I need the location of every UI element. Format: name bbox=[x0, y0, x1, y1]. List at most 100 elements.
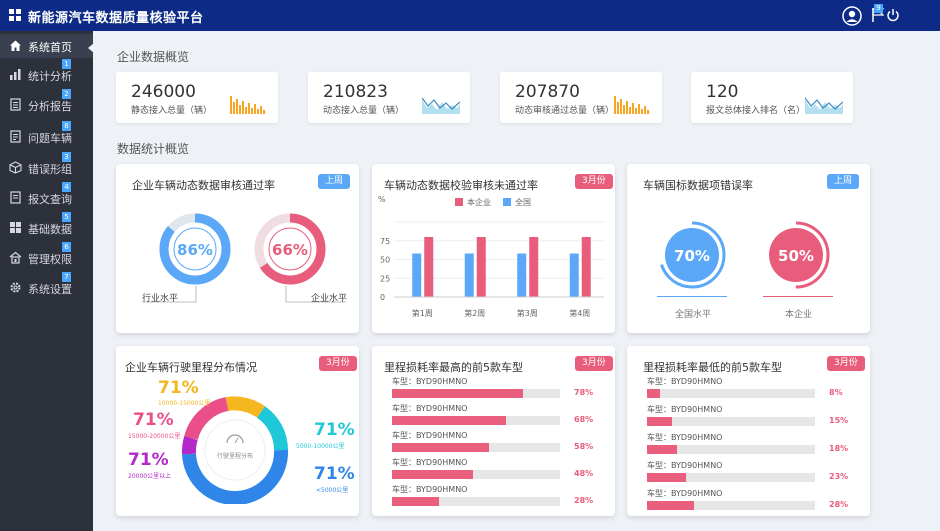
panel-title: 企业车辆动态数据审核通过率 bbox=[132, 179, 275, 192]
sparkline-bars-icon bbox=[230, 96, 265, 114]
stat-card-message-ranking: 120 报文总体接入排名（名） bbox=[691, 72, 853, 123]
period-tag[interactable]: 3月份 bbox=[827, 356, 865, 371]
progress-track bbox=[392, 443, 560, 452]
stat-value: 246000 bbox=[131, 82, 196, 102]
panel-lowest-loss: 里程损耗率最低的前5款车型 3月份 车型：BYD90HMNO 8% 车型：BYD90… bbox=[627, 346, 870, 516]
model-label: 车型：BYD90HMNO bbox=[392, 431, 468, 440]
sidebar-item-label: 分析报告 bbox=[28, 100, 72, 113]
sidebar-item-label: 问题车辆 bbox=[28, 132, 72, 145]
legend-label-company: 本企业 bbox=[467, 197, 491, 207]
sidebar-badge: 4 bbox=[62, 182, 71, 192]
sidebar-badge: 3 bbox=[62, 152, 71, 162]
progress-value: 28% bbox=[574, 496, 594, 505]
progress-row: 车型：BYD90HMNO 28% bbox=[392, 484, 594, 510]
progress-track bbox=[647, 445, 815, 454]
period-tag[interactable]: 3月份 bbox=[319, 356, 357, 371]
company-error-label: 本企业 bbox=[785, 310, 813, 320]
sidebar-item-label: 管理权限 bbox=[28, 253, 72, 266]
panel-highest-loss: 里程损耗率最高的前5款车型 3月份 车型：BYD90HMNO 78% 车型：BYD9… bbox=[372, 346, 615, 516]
y-tick-label: 75 bbox=[380, 237, 390, 246]
panel-title: 企业车辆行驶里程分布情况 bbox=[125, 361, 257, 374]
sparkline-bars-icon bbox=[614, 96, 649, 114]
bar-national bbox=[412, 253, 422, 297]
progress-row: 车型：BYD90HMNO 15% bbox=[647, 404, 849, 430]
legend-swatch-company bbox=[455, 198, 463, 206]
bar-chart-icon bbox=[10, 69, 21, 80]
sidebar-item-error-groups[interactable]: 错误形组 3 bbox=[0, 152, 93, 180]
period-tag[interactable]: 3月份 bbox=[575, 356, 613, 371]
progress-row: 车型：BYD90HMNO 48% bbox=[392, 457, 594, 483]
app-title: 新能源汽车数据质量核验平台 bbox=[28, 11, 204, 26]
donut-segment bbox=[256, 406, 289, 451]
sidebar-item-problem-vehicles[interactable]: 问题车辆 8 bbox=[0, 121, 93, 149]
legend-label-national: 全国 bbox=[515, 197, 531, 207]
stat-caption: 动态接入总量（辆） bbox=[323, 106, 405, 116]
progress-fill bbox=[392, 389, 524, 398]
lock-icon bbox=[9, 251, 22, 264]
notification-badge: 9 bbox=[874, 4, 883, 13]
company-percent: 66% bbox=[272, 241, 308, 259]
cube-icon bbox=[9, 161, 22, 174]
progress-value: 58% bbox=[574, 442, 594, 451]
progress-value: 8% bbox=[829, 388, 843, 397]
mileage-value: 71% bbox=[314, 420, 355, 440]
sidebar-item-message-query[interactable]: 报文查询 4 bbox=[0, 182, 93, 210]
progress-track bbox=[392, 389, 560, 398]
stat-caption: 静态接入总量（辆） bbox=[131, 106, 213, 116]
sidebar-badge: 2 bbox=[62, 89, 71, 99]
stat-caption: 动态审核通过总量（辆） bbox=[515, 106, 615, 116]
mileage-donut-chart: 行驶里程分布 bbox=[181, 396, 289, 504]
stat-value: 120 bbox=[706, 82, 739, 102]
overview-section-title: 企业数据概览 bbox=[117, 50, 190, 64]
industry-percent: 86% bbox=[177, 241, 213, 259]
panel-error-rate: 车辆国标数据项错误率 上周 70% 50% 全国水平 本企业 bbox=[627, 164, 870, 333]
sidebar-item-statistics[interactable]: 统计分析 1 bbox=[0, 59, 93, 87]
progress-fill bbox=[647, 501, 695, 510]
panel-title: 里程损耗率最高的前5款车型 bbox=[384, 361, 523, 374]
sidebar-badge: 8 bbox=[62, 121, 71, 131]
progress-value: 15% bbox=[829, 416, 849, 425]
model-label: 车型：BYD90HMNO bbox=[647, 405, 723, 414]
period-tag[interactable]: 上周 bbox=[827, 174, 860, 189]
mileage-range: 5000-10000公里 bbox=[296, 443, 345, 450]
progress-fill bbox=[392, 416, 507, 425]
bar-national bbox=[464, 253, 474, 297]
model-label: 车型：BYD90HMNO bbox=[647, 461, 723, 470]
bar-company bbox=[581, 237, 591, 297]
sidebar-item-base-data[interactable]: 基础数据 5 bbox=[0, 212, 93, 240]
sidebar-item-home[interactable]: 系统首页 bbox=[0, 34, 94, 58]
industry-label: 行业水平 bbox=[142, 294, 179, 304]
bar-company bbox=[529, 237, 539, 297]
sidebar-item-reports[interactable]: 分析报告 2 bbox=[0, 89, 93, 117]
car-issue-icon bbox=[10, 130, 21, 143]
ring-leader-lines bbox=[142, 286, 346, 303]
gear-icon bbox=[10, 282, 21, 293]
power-icon[interactable] bbox=[886, 8, 900, 22]
stats-section-title: 数据统计概览 bbox=[117, 142, 190, 156]
period-tag[interactable]: 上周 bbox=[318, 174, 351, 189]
progress-value: 18% bbox=[829, 444, 849, 453]
progress-track bbox=[392, 416, 560, 425]
mileage-range: 20000公里以上 bbox=[128, 473, 172, 480]
period-tag[interactable]: 3月份 bbox=[575, 174, 613, 189]
company-underline bbox=[763, 296, 833, 297]
national-underline bbox=[657, 296, 727, 297]
sidebar-item-settings[interactable]: 系统设置 7 bbox=[0, 272, 93, 300]
model-label: 车型：BYD90HMNO bbox=[392, 458, 468, 467]
donut-center-label: 行驶里程分布 bbox=[217, 452, 253, 460]
progress-fill bbox=[392, 497, 440, 506]
sidebar-badge: 5 bbox=[62, 212, 71, 222]
stat-caption: 报文总体接入排名（名） bbox=[706, 106, 806, 116]
company-label: 企业水平 bbox=[311, 294, 348, 304]
sidebar-item-permissions[interactable]: 管理权限 6 bbox=[0, 242, 93, 270]
panel-title: 车辆动态数据校验审核未通过率 bbox=[384, 179, 538, 192]
stat-card-dynamic-access: 210823 动态接入总量（辆） bbox=[308, 72, 470, 123]
user-avatar-icon[interactable] bbox=[842, 6, 862, 26]
progress-value: 68% bbox=[574, 415, 594, 424]
progress-fill bbox=[647, 389, 661, 398]
progress-fill bbox=[392, 443, 490, 452]
progress-value: 78% bbox=[574, 388, 594, 397]
donut-segment bbox=[225, 396, 266, 418]
progress-value: 48% bbox=[574, 469, 594, 478]
progress-row: 车型：BYD90HMNO 58% bbox=[392, 430, 594, 456]
